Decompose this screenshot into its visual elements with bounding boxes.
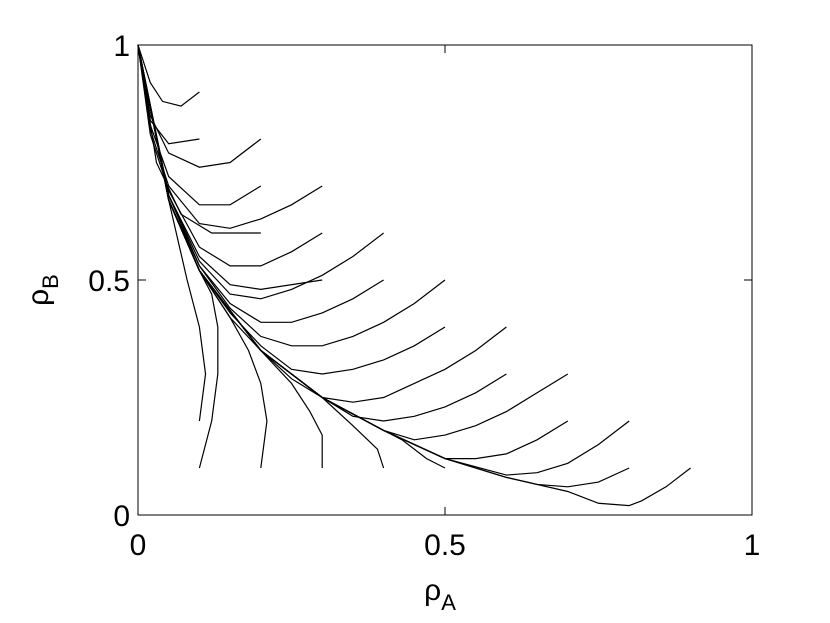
trajectory [137,44,691,507]
y-axis-label-main: ρ [22,289,55,306]
trajectory [137,44,507,403]
trajectory [137,44,569,441]
trajectory [137,44,262,206]
y-axis-label-sub: B [38,274,63,289]
x-axis-label-sub: A [441,590,456,615]
trajectory [137,44,323,468]
x-axis-label-main: ρ [424,574,441,607]
trajectory [137,44,268,469]
x-tick-label: 0.5 [424,529,466,562]
trajectory [137,44,384,323]
trajectory [137,44,200,107]
y-tick-label: 0 [113,500,130,533]
trajectory [137,44,385,469]
trajectory [137,44,446,347]
x-axis-label: ρA [424,574,456,615]
trajectory [137,44,446,469]
x-tick-label: 1 [744,529,761,562]
trajectory [137,44,323,229]
trajectory [137,44,262,168]
y-tick-label: 1 [113,30,130,63]
x-tick-label: 0 [130,529,147,562]
trajectory [137,44,323,267]
y-tick-label: 0.5 [88,265,130,298]
trajectory [137,44,384,300]
trajectory [137,44,446,375]
trajectory [137,44,630,476]
y-axis-label: ρB [22,274,63,306]
